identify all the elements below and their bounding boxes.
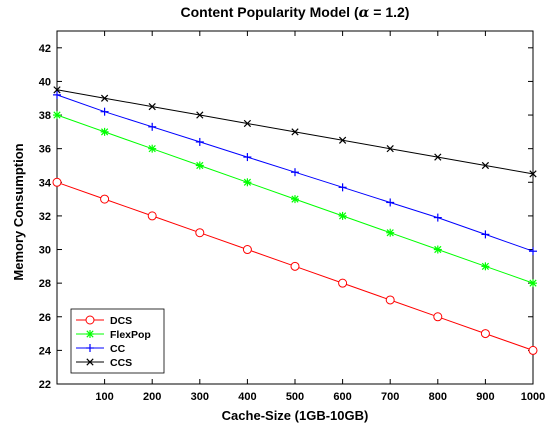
data-point-flexpop <box>53 111 61 120</box>
x-axis-label: Cache-Size (1GB-10GB) <box>222 408 369 423</box>
data-point-ccs <box>196 111 204 119</box>
data-point-dcs <box>290 261 300 271</box>
y-tick-label: 34 <box>39 177 52 189</box>
data-point-ccs <box>243 119 252 128</box>
y-tick-label: 26 <box>39 312 51 324</box>
legend: DCS FlexPop CC CCS <box>70 308 165 374</box>
data-point-flexpop <box>529 279 537 288</box>
data-point-cc <box>195 137 204 146</box>
legend-marker-ccs <box>86 358 94 366</box>
data-point-flexpop <box>243 178 252 187</box>
x-tick-label: 400 <box>238 391 256 403</box>
data-point-flexpop <box>386 228 395 237</box>
data-point-dcs <box>385 295 395 305</box>
legend-marker-cc <box>86 344 94 352</box>
x-tick-label: 300 <box>191 391 209 403</box>
data-point-cc <box>338 183 347 192</box>
y-tick-label: 30 <box>39 245 51 257</box>
legend-label-flexpop: FlexPop <box>110 329 151 341</box>
data-point-ccs <box>338 136 347 144</box>
data-point-dcs <box>100 194 110 204</box>
legend-label-cc: CC <box>110 343 126 355</box>
data-point-ccs <box>53 86 61 94</box>
data-point-cc <box>243 153 252 162</box>
y-axis-label: Memory Consumption <box>11 143 26 280</box>
data-point-cc <box>100 107 109 116</box>
data-point-dcs <box>528 345 538 355</box>
x-tick-label: 500 <box>286 391 304 403</box>
series-cc <box>53 90 537 256</box>
y-tick-label: 24 <box>39 345 52 357</box>
x-tick-label: 200 <box>143 391 161 403</box>
data-point-cc <box>529 247 537 256</box>
data-point-flexpop <box>433 245 442 254</box>
y-tick-label: 38 <box>39 110 51 122</box>
series-flexpop <box>53 111 537 288</box>
y-tick-label: 32 <box>39 211 51 223</box>
legend-marker-flexpop <box>86 330 94 338</box>
data-point-flexpop <box>338 211 347 220</box>
data-point-dcs <box>195 228 205 238</box>
data-point-cc <box>148 122 157 131</box>
series-ccs <box>53 86 537 178</box>
data-point-ccs <box>291 128 299 136</box>
data-point-cc <box>291 168 299 177</box>
x-tick-label: 600 <box>333 391 351 403</box>
chart-title: Content Popularity Model (α = 1.2) <box>181 4 410 21</box>
data-point-cc <box>386 198 395 207</box>
x-tick-label: 100 <box>95 391 113 403</box>
y-tick-label: 28 <box>39 278 51 290</box>
x-tick-label: 700 <box>381 391 399 403</box>
data-point-flexpop <box>100 127 109 136</box>
data-point-ccs <box>386 145 394 153</box>
data-point-dcs <box>52 177 62 187</box>
x-tick-label: 1000 <box>521 391 545 403</box>
legend-marker-dcs <box>85 315 95 325</box>
data-point-cc <box>433 213 442 222</box>
y-tick-label: 40 <box>39 76 51 88</box>
data-point-flexpop <box>291 195 299 204</box>
data-point-dcs <box>242 245 252 255</box>
data-point-ccs <box>529 170 537 178</box>
data-point-cc <box>53 90 61 99</box>
y-tick-label: 42 <box>39 43 51 55</box>
data-point-ccs <box>434 153 442 161</box>
data-point-cc <box>481 230 490 239</box>
alpha-symbol: α <box>359 5 370 21</box>
chart-title-text: Content Popularity Model ( <box>181 4 359 20</box>
series <box>52 86 538 355</box>
data-point-dcs <box>433 312 443 322</box>
data-point-dcs <box>338 278 348 288</box>
y-tick-label: 36 <box>39 144 51 156</box>
legend-label-dcs: DCS <box>110 315 132 327</box>
series-dcs <box>52 177 538 355</box>
chart-title-suffix: = 1.2) <box>369 4 409 20</box>
data-point-dcs <box>480 329 490 339</box>
y-tick-label: 22 <box>39 379 51 391</box>
data-point-ccs <box>481 161 490 170</box>
data-point-dcs <box>147 211 157 221</box>
data-point-ccs <box>100 94 109 102</box>
data-point-flexpop <box>481 262 490 271</box>
x-tick-label: 900 <box>476 391 494 403</box>
legend-label-ccs: CCS <box>110 357 132 369</box>
data-point-ccs <box>148 103 156 111</box>
data-point-flexpop <box>195 161 204 170</box>
data-point-flexpop <box>148 144 157 153</box>
x-tick-label: 800 <box>429 391 447 403</box>
ticks: 22 24 26 28 30 32 34 36 38 40 42 100 200 300 400 500 600… <box>39 31 545 403</box>
